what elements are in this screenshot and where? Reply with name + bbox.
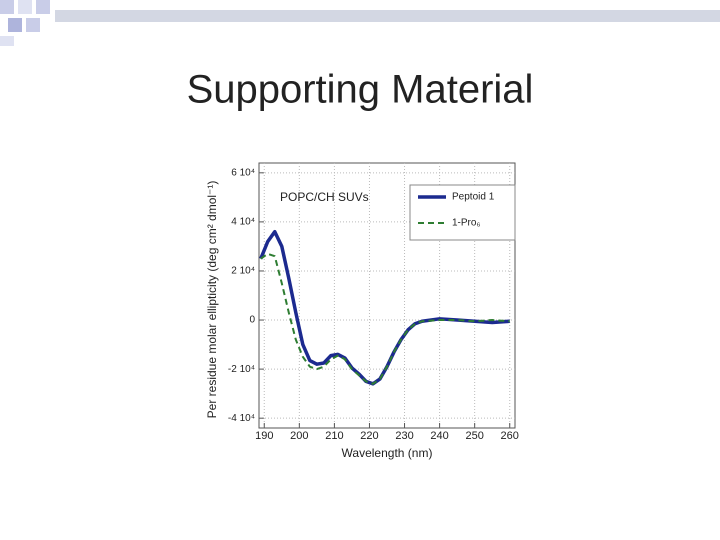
deco-bar	[55, 10, 720, 22]
x-tick-label: 190	[255, 430, 273, 442]
x-tick-label: 230	[395, 430, 413, 442]
x-tick-label: 200	[290, 430, 308, 442]
deco-square	[8, 18, 22, 32]
deco-square	[0, 36, 14, 46]
plot-frame	[258, 162, 516, 429]
x-tick-label: 220	[360, 430, 378, 442]
y-tick-label: 4 10⁴	[231, 217, 255, 228]
decoration	[0, 0, 720, 46]
deco-square	[36, 0, 50, 14]
deco-square	[26, 18, 40, 32]
annotation: POPC/CH SUVs	[280, 190, 369, 204]
legend-box	[409, 184, 516, 241]
legend-label: Peptoid 1	[452, 192, 495, 203]
x-tick-label: 240	[430, 430, 448, 442]
y-tick-label: -4 10⁴	[228, 413, 255, 424]
slide-title: Supporting Material	[187, 68, 534, 112]
legend-label: 1-Pro₆	[452, 218, 481, 229]
y-tick-label: -2 10⁴	[228, 364, 255, 375]
x-tick-label: 210	[325, 430, 343, 442]
deco-square	[0, 0, 14, 14]
y-tick-label: 2 10⁴	[231, 266, 255, 277]
deco-square	[18, 0, 32, 14]
series-line	[260, 252, 510, 385]
series-line	[259, 229, 510, 386]
x-tick-label: 260	[501, 430, 519, 442]
y-tick-label: 6 10⁴	[231, 167, 255, 178]
y-axis-label: Per residue molar ellipticity (deg cm² d…	[205, 181, 219, 419]
x-axis-label: Wavelength (nm)	[342, 446, 433, 460]
x-tick-label: 250	[465, 430, 483, 442]
y-tick-label: 0	[249, 315, 255, 326]
